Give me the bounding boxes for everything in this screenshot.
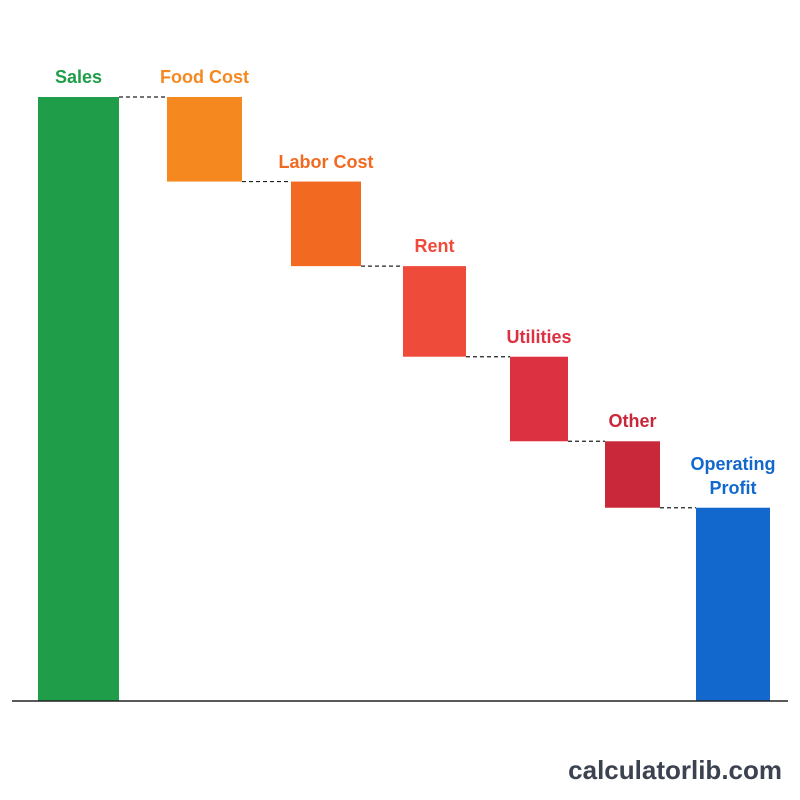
category-label: Rent bbox=[414, 236, 455, 257]
bar bbox=[510, 356, 568, 442]
bar bbox=[38, 97, 119, 701]
bar bbox=[403, 266, 466, 357]
category-label: Food Cost bbox=[160, 67, 249, 87]
bar bbox=[696, 507, 770, 701]
bar bbox=[605, 441, 660, 508]
category-label: Labor Cost bbox=[278, 151, 374, 172]
bar bbox=[291, 181, 361, 267]
category-label: Other bbox=[608, 411, 657, 432]
category-label: Operating Profit bbox=[690, 453, 776, 498]
category-label: Utilities bbox=[506, 326, 572, 347]
bar bbox=[167, 97, 242, 182]
watermark: calculatorlib.com bbox=[568, 755, 782, 785]
category-label: Sales bbox=[54, 67, 103, 87]
